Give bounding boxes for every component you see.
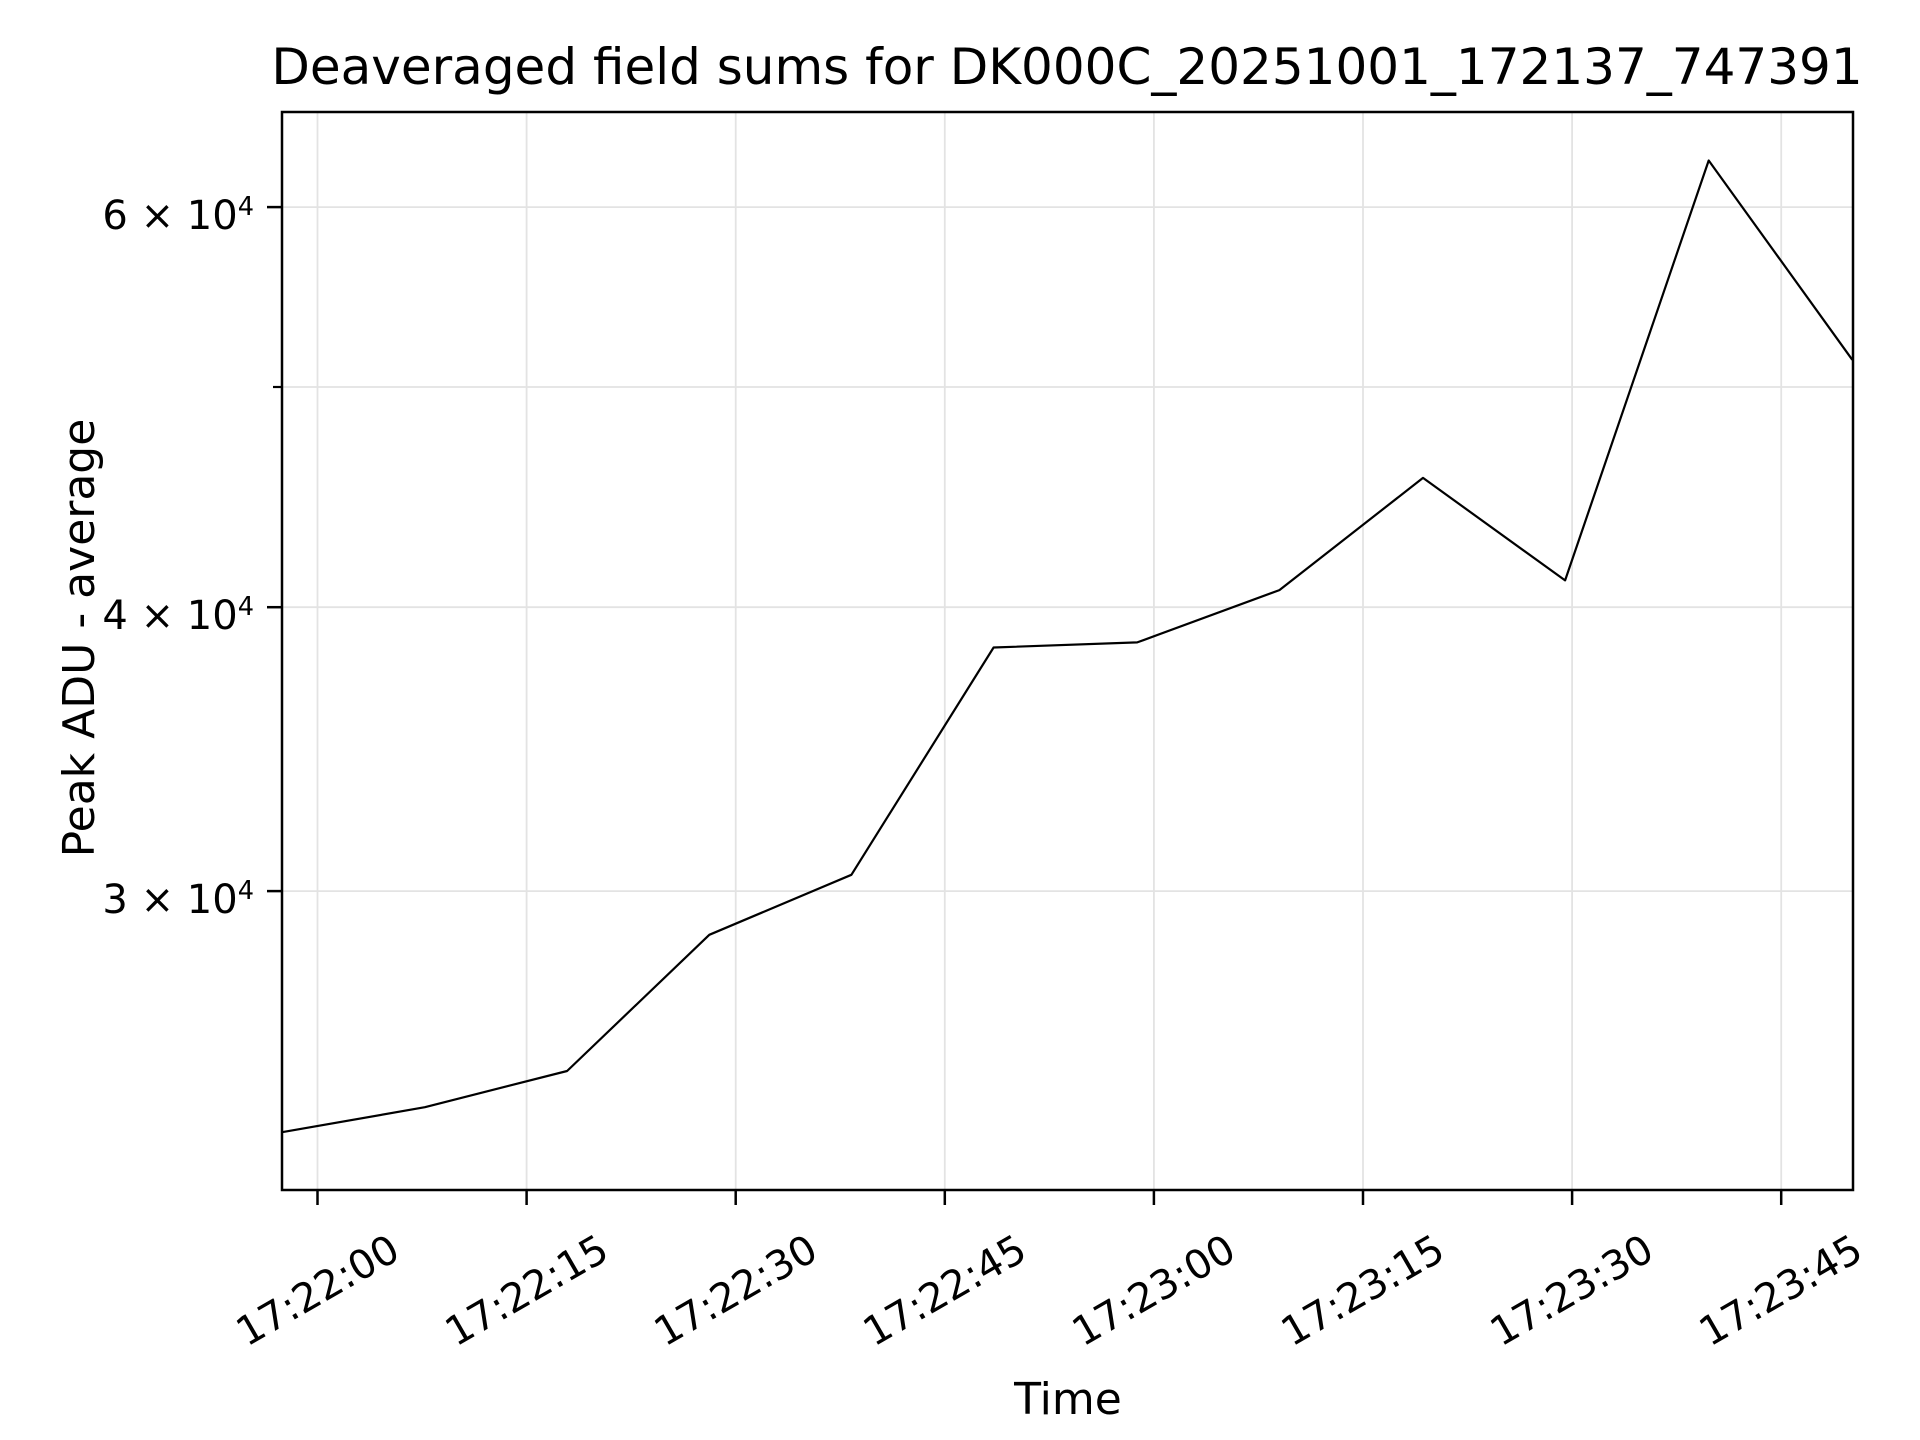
y-tick-label: 6 × 104 xyxy=(102,192,254,240)
data-line xyxy=(282,159,1854,1134)
plot-border xyxy=(280,110,1855,1192)
x-tick-label: 17:23:45 xyxy=(1691,1226,1871,1356)
chart-title: Deaveraged field sums for DK000C_2025100… xyxy=(271,38,1863,96)
x-axis-label: Time xyxy=(1014,1374,1122,1425)
y-tick-label: 3 × 104 xyxy=(102,876,254,924)
y-tick-label: 4 × 104 xyxy=(102,592,254,640)
